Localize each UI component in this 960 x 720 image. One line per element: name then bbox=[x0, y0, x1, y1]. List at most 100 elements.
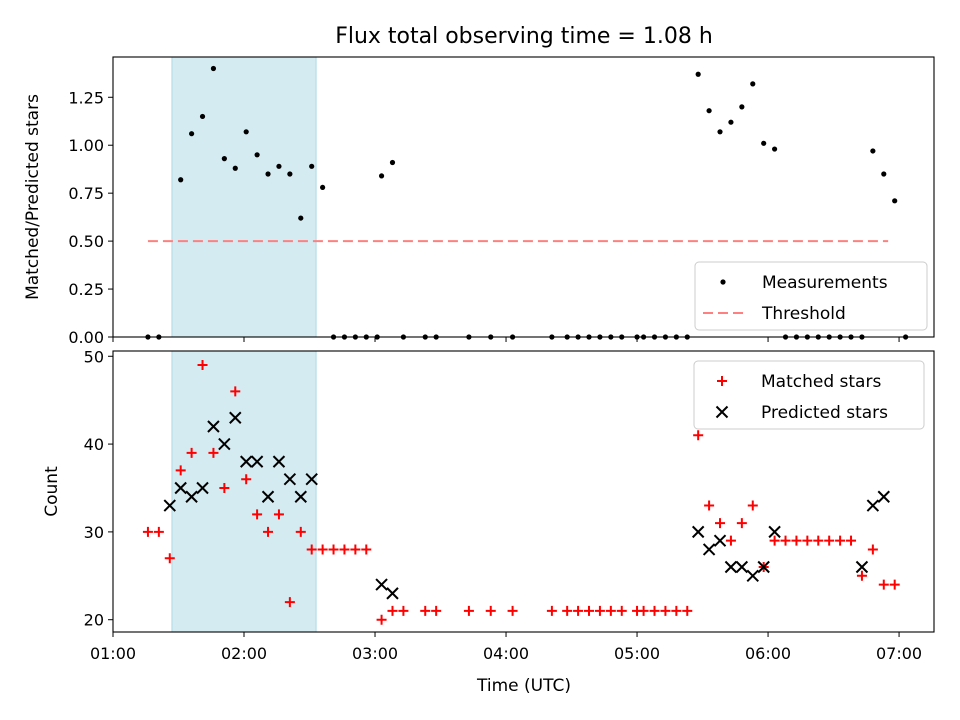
measurement-point bbox=[389, 159, 396, 166]
matched-star-point bbox=[791, 535, 802, 546]
matched-star-point bbox=[175, 465, 186, 476]
matched-star-point bbox=[682, 605, 693, 616]
legend-label: Matched stars bbox=[761, 372, 881, 392]
y-tick-label: 40 bbox=[84, 435, 104, 454]
matched-star-point bbox=[649, 605, 660, 616]
predicted-star-point bbox=[757, 560, 770, 574]
measurement-point bbox=[728, 119, 734, 125]
legend-box bbox=[693, 360, 925, 430]
y-tick-label: 20 bbox=[84, 611, 104, 630]
matched-star-point bbox=[867, 544, 878, 555]
predicted-star-point bbox=[185, 490, 198, 503]
matched-star-point bbox=[889, 579, 900, 590]
predicted-star-point bbox=[702, 543, 716, 556]
measurement-point bbox=[254, 152, 260, 158]
predicted-star-point bbox=[305, 472, 318, 486]
matched-star-point bbox=[638, 605, 649, 616]
measurement-point bbox=[378, 173, 385, 179]
predicted-star-point bbox=[855, 560, 869, 574]
matched-star-point bbox=[420, 605, 431, 616]
measurement-point bbox=[243, 129, 249, 135]
y-tick-label: 0.25 bbox=[68, 280, 104, 299]
axes-frame bbox=[112, 56, 935, 338]
matched-star-point bbox=[398, 605, 409, 616]
predicted-star-point bbox=[239, 455, 253, 468]
measurement-point bbox=[221, 156, 227, 162]
predicted-star-point bbox=[691, 525, 705, 539]
matched-star-point bbox=[546, 605, 557, 616]
predicted-star-point bbox=[735, 560, 749, 574]
matched-star-point bbox=[736, 518, 747, 529]
legend-marker-x bbox=[715, 405, 729, 419]
matched-star-point bbox=[802, 535, 813, 546]
chart-title: Flux total observing time = 1.08 h bbox=[335, 24, 713, 49]
predicted-star-point bbox=[866, 499, 880, 512]
matched-star-point bbox=[241, 474, 252, 485]
predicted-star-point bbox=[229, 411, 242, 424]
predicted-star-point bbox=[261, 490, 275, 503]
matched-star-point bbox=[387, 605, 398, 616]
x-tick-label: 04:00 bbox=[483, 644, 529, 663]
measurement-point bbox=[739, 104, 745, 110]
matched-star-point bbox=[769, 535, 780, 546]
x-axis-label: Time (UTC) bbox=[476, 676, 571, 696]
y-tick-label: 1.00 bbox=[68, 136, 104, 155]
matched-star-point bbox=[142, 526, 153, 537]
matched-star-point bbox=[463, 605, 474, 616]
matched-star-point bbox=[605, 605, 616, 616]
matched-star-point bbox=[485, 605, 496, 616]
top-legend: Measurements Threshold bbox=[694, 261, 928, 331]
matched-star-point bbox=[671, 605, 682, 616]
x-tick-label: 02:00 bbox=[221, 644, 267, 663]
matched-star-point bbox=[328, 544, 339, 555]
predicted-star-point bbox=[196, 481, 209, 495]
matched-star-point bbox=[263, 526, 274, 537]
y-tick-label: 50 bbox=[84, 347, 104, 366]
matched-star-point bbox=[562, 605, 573, 616]
predicted-star-point bbox=[386, 587, 399, 600]
predicted-star-point bbox=[163, 499, 176, 512]
matched-star-point bbox=[376, 614, 387, 625]
y-axis-label: Matched/Predicted stars bbox=[23, 94, 43, 300]
predicted-star-point bbox=[218, 437, 231, 451]
predicted-star-point bbox=[375, 578, 388, 591]
measurement-point bbox=[199, 113, 206, 120]
matched-star-point bbox=[594, 605, 605, 616]
measurement-point bbox=[298, 215, 304, 221]
matched-star-point bbox=[693, 430, 704, 441]
matched-star-point bbox=[824, 535, 835, 546]
matched-star-point bbox=[230, 386, 241, 397]
measurement-point bbox=[892, 198, 898, 204]
matched-star-point bbox=[846, 535, 857, 546]
matched-star-point bbox=[747, 500, 758, 511]
matched-star-point bbox=[197, 360, 208, 371]
matched-star-point bbox=[361, 544, 372, 555]
predicted-star-point bbox=[294, 490, 307, 503]
measurement-point bbox=[695, 71, 701, 77]
bottom-panel: 20 30 40 50 Count 01:00 02:00 03:00 04:00 05:00 06… bbox=[42, 347, 935, 663]
y-tick-label: 0.00 bbox=[68, 328, 104, 347]
x-tick-label: 03:00 bbox=[352, 644, 398, 663]
measurement-point bbox=[750, 81, 756, 87]
legend-marker-plus bbox=[717, 376, 727, 386]
matched-star-point bbox=[584, 605, 595, 616]
y-tick-label: 0.50 bbox=[68, 232, 104, 251]
predicted-star-point bbox=[272, 455, 286, 468]
matched-star-point bbox=[507, 605, 518, 616]
matched-star-point bbox=[339, 544, 350, 555]
y-axis-label: Count bbox=[42, 466, 62, 517]
x-tick-label: 07:00 bbox=[876, 644, 922, 663]
matched-star-point bbox=[317, 544, 328, 555]
y-tick-label: 0.75 bbox=[68, 184, 104, 203]
measurement-point bbox=[320, 184, 326, 191]
measurement-point bbox=[265, 171, 271, 177]
predicted-star-point bbox=[250, 455, 264, 468]
matched-star-point bbox=[295, 526, 306, 537]
predicted-star-point bbox=[746, 569, 759, 583]
measurement-point bbox=[287, 171, 293, 177]
matched-star-point bbox=[878, 579, 889, 590]
matched-star-point bbox=[306, 544, 317, 555]
matched-star-point bbox=[780, 535, 791, 546]
